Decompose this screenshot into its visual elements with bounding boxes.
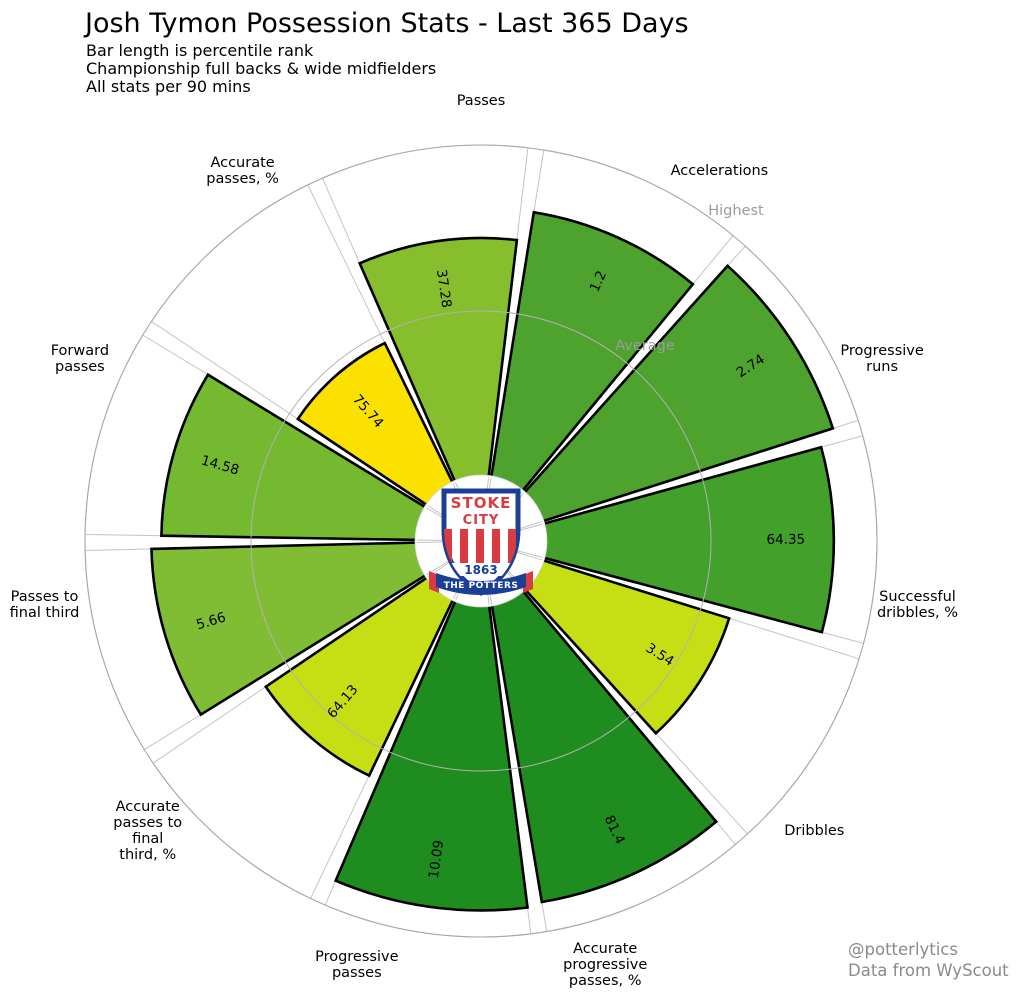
crest-stripes <box>444 529 516 563</box>
credit-source: Data from WyScout <box>848 960 1009 980</box>
label-accurate-progressive-passes: Accurate progressive passes, % <box>563 941 647 989</box>
credits: @potterlytics Data from WyScout <box>848 940 1009 981</box>
credit-handle: @potterlytics <box>848 940 959 959</box>
crest-banner-text: THE POTTERS <box>444 581 519 591</box>
page-title: Josh Tymon Possession Stats - Last 365 D… <box>85 8 689 39</box>
label-accelerations: Accelerations <box>671 163 769 179</box>
label-passes: Passes <box>457 93 506 109</box>
subtitle-line-2: Championship full backs & wide midfielde… <box>86 59 437 78</box>
value-passes: 37.28 <box>433 268 454 309</box>
average-ring <box>250 310 712 772</box>
subtitle-line-3: All stats per 90 mins <box>86 77 251 96</box>
label-progressive-runs: Progressive runs <box>840 343 923 375</box>
label-progressive-passes: Progressive passes <box>315 949 398 981</box>
average-ring-label: Average <box>615 338 675 354</box>
value-successful-dribbles: 64.35 <box>766 532 805 548</box>
crest-text-stoke: STOKE <box>451 494 512 512</box>
highest-ring-label: Highest <box>708 203 764 219</box>
crest-text-city: CITY <box>463 513 500 528</box>
label-forward-passes: Forward passes <box>51 343 109 375</box>
value-progressive-passes: 10.09 <box>426 839 447 880</box>
highest-ring <box>84 144 878 938</box>
label-accurate-passes: Accurate passes, % <box>206 155 279 187</box>
crest-year: 1863 <box>464 563 497 577</box>
label-successful-dribbles: Successful dribbles, % <box>877 589 958 621</box>
label-accurate-passes-to-final-third: Accurate passes to final third, % <box>113 799 182 863</box>
label-dribbles: Dribbles <box>784 823 844 839</box>
label-passes-to-final-third: Passes to final third <box>10 589 80 621</box>
crest-banner <box>436 573 526 595</box>
subtitle-line-1: Bar length is percentile rank <box>86 41 314 60</box>
